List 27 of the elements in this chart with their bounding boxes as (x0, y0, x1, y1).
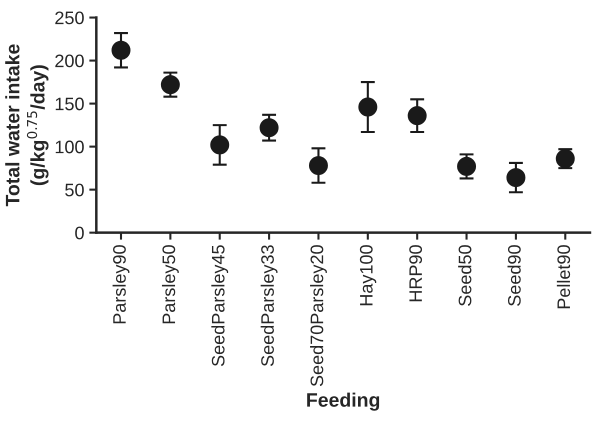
point (358, 98, 378, 117)
point (308, 156, 328, 176)
point (506, 168, 526, 188)
x-axis-title: Feeding (307, 392, 380, 411)
x-tick-label: Pellet90 (556, 245, 570, 308)
y-tick-label: 150 (56, 98, 84, 110)
point (210, 135, 230, 154)
x-tick-label: Hay100 (360, 245, 376, 306)
point (457, 156, 476, 176)
point (160, 75, 180, 94)
y-tick-label: 50 (65, 184, 84, 196)
y-tick-label: 200 (55, 54, 84, 68)
x-tick-label: Parsley50 (162, 245, 179, 324)
y-tick-label: 250 (55, 11, 84, 24)
x-tick-label: HRP90 (409, 245, 422, 302)
x-tick-label: Seed70Parsley20 (310, 245, 327, 386)
x-tick-label: Seed90 (508, 245, 521, 306)
y-tick-label: 100 (56, 140, 84, 154)
x-tick-label: SeedParsley33 (260, 245, 278, 366)
point (112, 40, 130, 60)
point (260, 118, 279, 138)
y-axis-title: Total water intake (g/kg$^{0.75}$/day) (5, 44, 49, 206)
y-tick-label: 0 (75, 226, 84, 240)
point (408, 106, 427, 126)
x-tick-label: SeedParsley45 (211, 245, 228, 366)
x-tick-label: Seed50 (458, 245, 472, 306)
x-tick-label: Parsley90 (112, 245, 130, 324)
